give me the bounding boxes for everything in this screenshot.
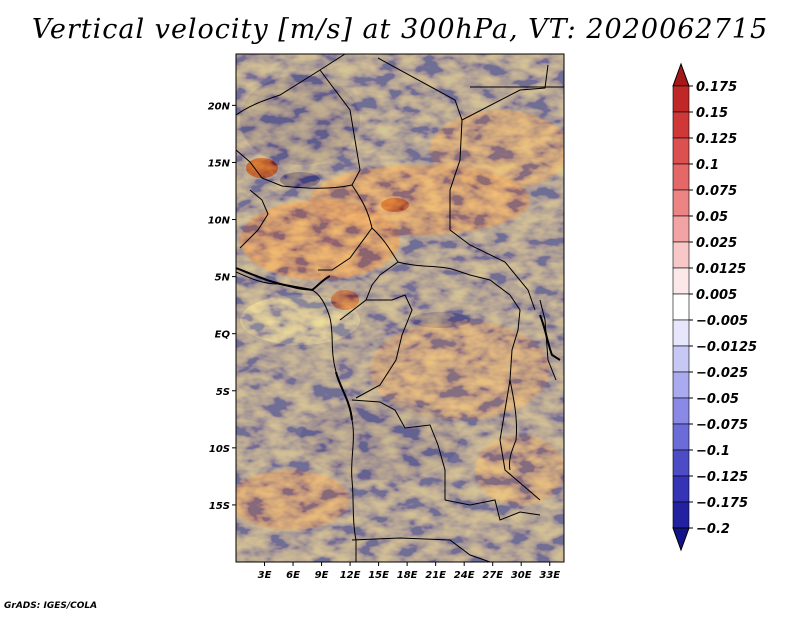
x-tick-label: 24E — [454, 570, 475, 581]
y-tick-label: 10N — [208, 216, 231, 227]
colorbar-box — [672, 371, 690, 399]
y-tick-label: 5S — [216, 387, 230, 398]
plot-title: Vertical velocity [m/s] at 300hPa, VT: 2… — [31, 14, 769, 45]
colorbar-label: 0.05 — [696, 210, 728, 225]
x-tick-label: 9E — [315, 570, 329, 581]
colorbar-lower-arrow — [672, 527, 690, 552]
colorbar-upper-arrow — [672, 62, 690, 87]
x-tick-label: 15E — [368, 570, 389, 581]
x-tick-label: 3E — [258, 570, 272, 581]
colorbar: 0.175 0.15 0.125 0.1 0.075 0.05 0.025 0.0125 0.0… — [672, 62, 757, 552]
x-tick-label: 27E — [482, 570, 503, 581]
x-tick-label: 12E — [340, 570, 361, 581]
colorbar-label: 0.1 — [696, 158, 719, 173]
coastline-coast — [236, 267, 561, 421]
colorbar-box — [672, 475, 690, 503]
colorbar-box — [672, 397, 690, 425]
x-axis: 3E 6E 9E 12E 15E 18E 21E 24E 27E 30E 33E — [258, 562, 560, 581]
colorbar-label: 0.025 — [696, 236, 737, 251]
colorbar-box — [672, 241, 690, 269]
y-tick-label: 20N — [208, 101, 231, 112]
y-tick-label: 10S — [209, 444, 230, 455]
colorbar-box — [672, 163, 690, 191]
x-tick-label: 6E — [286, 570, 300, 581]
y-axis: 20N 15N 10N 5N EQ 5S 10S 15S — [208, 101, 236, 512]
colorbar-box — [672, 137, 690, 165]
x-tick-label: 33E — [539, 570, 560, 581]
y-tick-label: EQ — [215, 330, 231, 341]
colorbar-label: −0.025 — [696, 366, 748, 381]
colorbar-box — [672, 189, 690, 217]
colorbar-box — [672, 501, 690, 529]
colorbar-box — [672, 85, 690, 113]
velocity-field — [236, 54, 564, 562]
colorbar-box — [672, 215, 690, 243]
colorbar-box — [672, 267, 690, 295]
colorbar-label: −0.0125 — [696, 340, 757, 355]
colorbar-label: −0.2 — [696, 522, 730, 537]
colorbar-label: −0.175 — [696, 496, 748, 511]
colorbar-box — [672, 293, 690, 321]
colorbar-box — [672, 319, 690, 347]
map-frame — [235, 53, 565, 563]
colorbar-label: 0.15 — [696, 106, 728, 121]
x-tick-label: 21E — [425, 570, 446, 581]
colorbar-label: 0.175 — [696, 80, 737, 95]
colorbar-label: −0.125 — [696, 470, 748, 485]
colorbar-label: −0.075 — [696, 418, 748, 433]
grads-credit: GrADS: IGES/COLA — [4, 601, 98, 611]
colorbar-label: 0.0125 — [696, 262, 746, 277]
x-tick-label: 18E — [397, 570, 418, 581]
colorbar-label: 0.005 — [696, 288, 737, 303]
colorbar-label: 0.125 — [696, 132, 737, 147]
y-tick-label: 5N — [215, 273, 231, 284]
colorbar-label: −0.1 — [696, 444, 730, 459]
colorbar-box — [672, 449, 690, 477]
x-tick-label: 30E — [511, 570, 532, 581]
colorbar-label: −0.05 — [696, 392, 739, 407]
y-tick-label: 15S — [209, 501, 230, 512]
colorbar-label: −0.005 — [696, 314, 748, 329]
colorbar-label: 0.075 — [696, 184, 737, 199]
colorbar-box — [672, 423, 690, 451]
y-tick-label: 15N — [208, 158, 231, 169]
colorbar-box — [672, 345, 690, 373]
colorbar-box — [672, 111, 690, 139]
